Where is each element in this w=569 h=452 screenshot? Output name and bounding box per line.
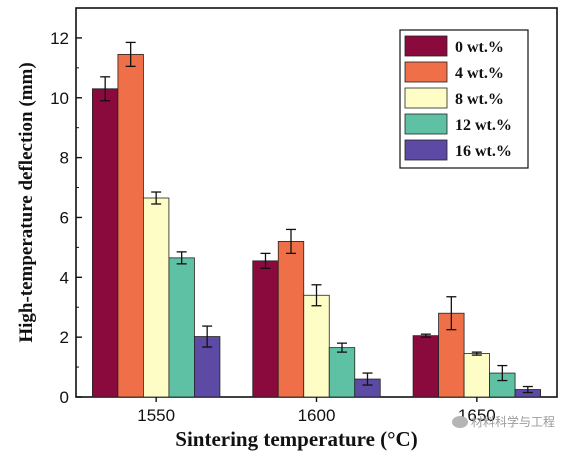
legend: 0 wt.% 4 wt.% 8 wt.% 12 wt.% 16 wt.% [399,29,529,169]
legend-label: 12 wt.% [455,117,512,134]
bar-1600-12wt [328,347,356,398]
x-tick-label: 1550 [137,406,175,425]
wechat-icon [451,415,468,428]
x-tick-label: 1600 [298,406,336,425]
x-axis-title: Sintering temperature (°C) [175,427,417,451]
legend-swatch [404,61,448,83]
watermark-text: 材料科学与工程 [470,415,555,429]
bar-1650-8wt [463,353,490,398]
legend-label: 8 wt.% [455,91,504,108]
bar-1550-12wt [168,257,195,398]
legend-swatch [404,87,448,109]
legend-label: 16 wt.% [455,143,512,160]
y-tick-label: 10 [50,89,69,108]
y-tick-label: 6 [60,208,69,227]
legend-label: 0 wt.% [455,39,504,56]
bar-1650-0wt [412,335,439,398]
bar-1600-4wt [277,240,305,398]
bar-1550-0wt [92,88,119,398]
legend-swatch [404,113,448,135]
y-tick-label: 0 [60,388,69,407]
legend-swatch [404,139,448,161]
y-tick-label: 4 [60,268,69,287]
y-tick-label: 2 [60,328,69,347]
watermark: 材料科学与工程 [451,413,555,430]
legend-swatch [404,35,448,57]
bar-1550-8wt [143,197,170,398]
legend-label: 4 wt.% [455,65,504,82]
y-axis-title: High-temperature deflection (mm) [16,62,37,342]
bar-1600-0wt [252,260,279,398]
y-tick-label: 12 [50,29,69,48]
bar-1600-8wt [303,294,330,398]
bar-1550-4wt [117,53,144,398]
y-tick-label: 8 [60,149,69,168]
